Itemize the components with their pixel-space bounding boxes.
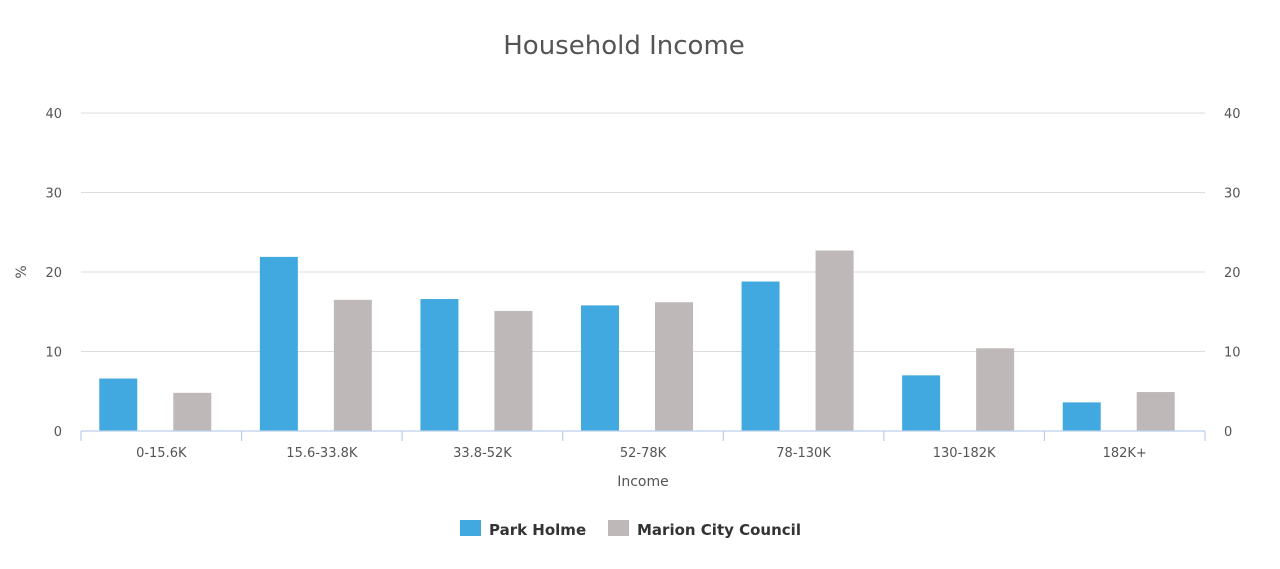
bar-comparison — [173, 392, 212, 431]
legend-label: Marion City Council — [637, 521, 801, 539]
legend: Park Holme Marion City Council — [460, 520, 801, 539]
x-tick-label: 15.6-33.8K — [286, 446, 358, 461]
bar-primary — [1062, 402, 1101, 431]
y-tick-label-right: 40 — [1224, 107, 1241, 122]
legend-label: Park Holme — [489, 521, 586, 539]
y-tick-label-left: 40 — [45, 107, 62, 122]
legend-swatch — [608, 520, 629, 536]
bar-primary — [741, 281, 780, 431]
x-tick-label: 182K+ — [1103, 446, 1147, 461]
bar-primary — [902, 375, 941, 431]
y-tick-label-left: 0 — [54, 425, 62, 440]
bar-comparison — [976, 348, 1015, 431]
x-tick-label: 52-78K — [620, 446, 667, 461]
bar-primary — [581, 305, 619, 431]
bar-primary — [259, 256, 298, 431]
y-tick-label-right: 0 — [1224, 425, 1232, 440]
bar-comparison — [655, 302, 693, 431]
y-tick-label-right: 30 — [1224, 187, 1241, 202]
y-tick-label-left: 10 — [45, 346, 62, 361]
bar-primary — [420, 299, 459, 431]
y-tick-label-right: 10 — [1224, 346, 1241, 361]
x-tick-label: 130-182K — [933, 446, 996, 461]
x-axis-title: Income — [617, 474, 669, 490]
x-tick-label: 0-15.6K — [136, 446, 187, 461]
y-axis-title: % — [14, 265, 30, 278]
y-tick-label-left: 20 — [45, 266, 62, 281]
y-tick-label-left: 30 — [45, 187, 62, 202]
bar-comparison — [494, 310, 533, 431]
axes: 0 0 10 10 20 20 30 30 40 40 0-15.6K 15.6-33.8K 33.8-… — [45, 107, 1240, 461]
y-tick-label-right: 20 — [1224, 266, 1241, 281]
chart-title: Household Income — [503, 31, 745, 61]
bars — [99, 250, 1175, 431]
grid-lines — [81, 112, 1205, 352]
legend-swatch — [460, 520, 481, 536]
bar-primary — [99, 378, 138, 431]
x-tick-label: 78-130K — [776, 446, 831, 461]
bar-comparison — [815, 250, 854, 431]
x-tick-label: 33.8-52K — [453, 446, 512, 461]
bar-comparison — [1136, 392, 1175, 431]
bar-comparison — [333, 299, 372, 431]
